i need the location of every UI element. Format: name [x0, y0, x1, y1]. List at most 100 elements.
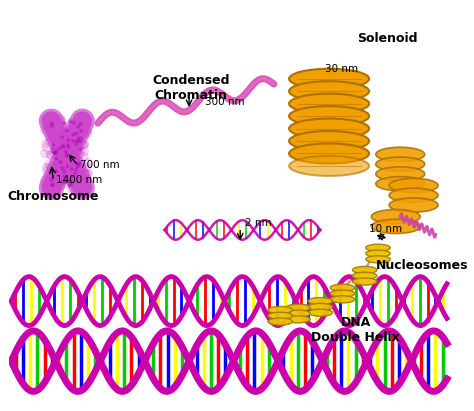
Ellipse shape: [72, 133, 74, 136]
Ellipse shape: [353, 278, 377, 285]
Ellipse shape: [83, 127, 91, 135]
Ellipse shape: [289, 94, 369, 114]
Ellipse shape: [49, 134, 57, 141]
Ellipse shape: [57, 115, 65, 123]
Ellipse shape: [75, 162, 78, 165]
Ellipse shape: [55, 162, 64, 170]
Ellipse shape: [78, 172, 85, 180]
Ellipse shape: [72, 133, 80, 141]
Ellipse shape: [75, 151, 83, 159]
Ellipse shape: [376, 147, 425, 162]
Ellipse shape: [41, 127, 49, 134]
Ellipse shape: [79, 140, 82, 143]
Ellipse shape: [69, 181, 72, 183]
Ellipse shape: [376, 167, 425, 181]
Text: Solenoid: Solenoid: [356, 32, 417, 45]
Text: 700 nm: 700 nm: [80, 160, 120, 170]
Ellipse shape: [289, 118, 369, 139]
Ellipse shape: [64, 150, 67, 153]
Ellipse shape: [79, 148, 82, 151]
Ellipse shape: [69, 120, 72, 123]
Ellipse shape: [46, 134, 54, 142]
Ellipse shape: [330, 296, 355, 303]
Ellipse shape: [64, 181, 66, 184]
Ellipse shape: [55, 164, 63, 171]
Ellipse shape: [49, 174, 56, 182]
Ellipse shape: [48, 120, 56, 128]
Ellipse shape: [58, 168, 66, 175]
Ellipse shape: [371, 219, 420, 233]
Ellipse shape: [47, 151, 55, 159]
Ellipse shape: [330, 290, 355, 297]
Ellipse shape: [55, 157, 58, 160]
Ellipse shape: [73, 121, 75, 124]
Ellipse shape: [52, 138, 60, 146]
Ellipse shape: [69, 124, 77, 132]
Ellipse shape: [55, 183, 63, 192]
Ellipse shape: [69, 182, 77, 190]
Ellipse shape: [70, 183, 73, 186]
Ellipse shape: [75, 182, 83, 191]
Ellipse shape: [80, 129, 88, 137]
Ellipse shape: [51, 133, 59, 141]
Ellipse shape: [78, 164, 80, 166]
Ellipse shape: [389, 198, 438, 212]
Ellipse shape: [268, 312, 292, 319]
Ellipse shape: [82, 120, 91, 129]
Ellipse shape: [66, 165, 69, 168]
Ellipse shape: [353, 272, 377, 279]
Ellipse shape: [49, 149, 57, 157]
Ellipse shape: [65, 174, 73, 182]
Ellipse shape: [268, 318, 292, 325]
Ellipse shape: [59, 161, 62, 163]
Ellipse shape: [71, 155, 79, 163]
Ellipse shape: [62, 145, 65, 148]
Ellipse shape: [65, 155, 68, 157]
Ellipse shape: [76, 120, 84, 128]
Ellipse shape: [54, 181, 62, 189]
Ellipse shape: [308, 298, 332, 305]
Ellipse shape: [286, 304, 310, 311]
Ellipse shape: [69, 175, 77, 183]
Ellipse shape: [376, 157, 425, 171]
Ellipse shape: [61, 136, 64, 139]
Ellipse shape: [55, 149, 58, 152]
Ellipse shape: [61, 167, 64, 169]
Ellipse shape: [77, 146, 85, 154]
Ellipse shape: [57, 116, 65, 124]
Ellipse shape: [366, 244, 390, 251]
Ellipse shape: [47, 176, 55, 185]
Ellipse shape: [76, 139, 79, 142]
Ellipse shape: [72, 170, 80, 178]
Ellipse shape: [59, 131, 67, 139]
Ellipse shape: [81, 169, 89, 177]
Ellipse shape: [376, 177, 425, 191]
Ellipse shape: [64, 135, 72, 143]
Ellipse shape: [55, 180, 63, 188]
Ellipse shape: [64, 180, 67, 182]
Ellipse shape: [70, 145, 78, 153]
Ellipse shape: [75, 143, 77, 145]
Ellipse shape: [45, 160, 53, 169]
Ellipse shape: [76, 165, 79, 168]
Ellipse shape: [80, 129, 82, 132]
Ellipse shape: [68, 150, 76, 158]
Ellipse shape: [67, 139, 70, 141]
Ellipse shape: [67, 144, 69, 147]
Ellipse shape: [75, 132, 78, 135]
Ellipse shape: [70, 171, 78, 179]
Ellipse shape: [59, 171, 67, 179]
Ellipse shape: [82, 122, 90, 130]
Ellipse shape: [62, 180, 64, 183]
Ellipse shape: [83, 169, 91, 177]
Ellipse shape: [45, 120, 53, 128]
Ellipse shape: [389, 178, 438, 193]
Ellipse shape: [71, 159, 79, 167]
Text: 1400 nm: 1400 nm: [55, 175, 102, 185]
Ellipse shape: [73, 140, 81, 148]
Ellipse shape: [45, 138, 53, 146]
Ellipse shape: [78, 162, 81, 164]
Ellipse shape: [60, 166, 68, 174]
Ellipse shape: [74, 169, 77, 171]
Ellipse shape: [43, 122, 51, 131]
